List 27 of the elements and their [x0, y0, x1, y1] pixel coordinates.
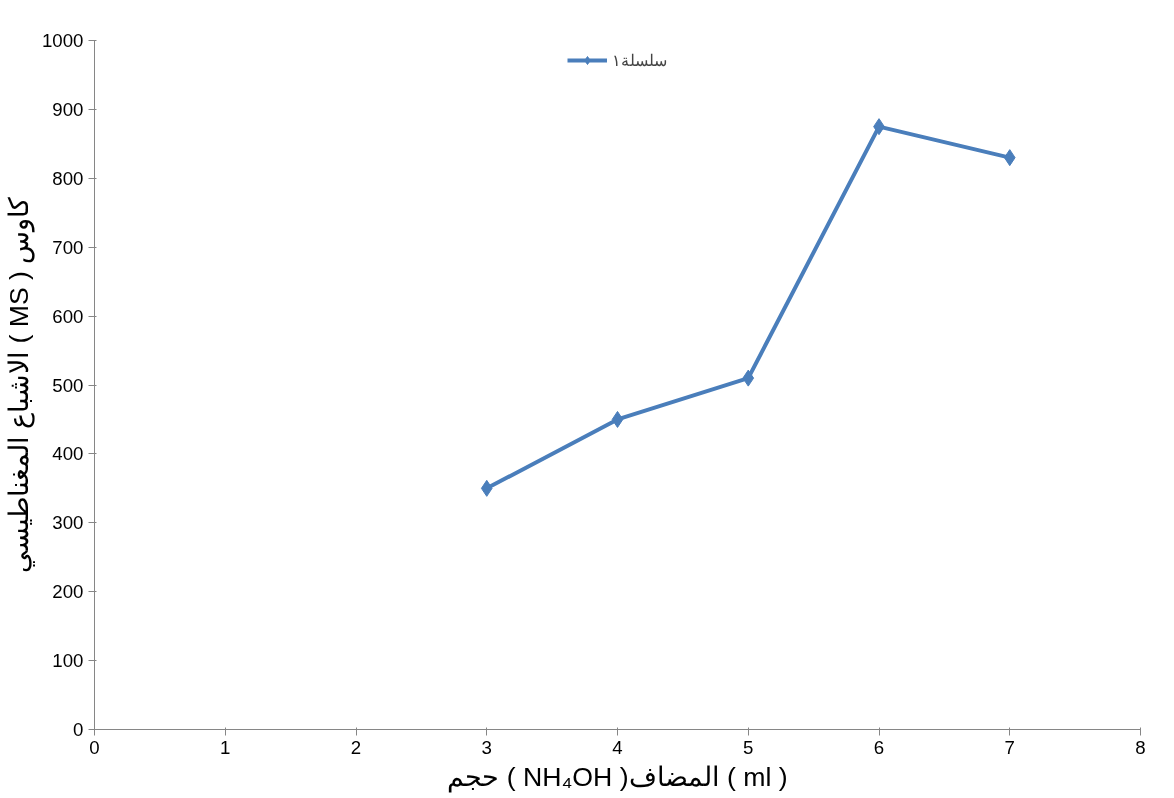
point — [480, 479, 493, 497]
x-tick-label: 5 — [743, 736, 754, 758]
y-tick-label: 100 — [52, 650, 84, 672]
y-tick-label: 800 — [52, 167, 84, 189]
y-tick-label: 600 — [52, 305, 84, 327]
x-tick-label: 6 — [873, 736, 885, 758]
x-tick-label: 1 — [220, 736, 231, 758]
legend-label: سلسلة١ — [612, 50, 667, 70]
y-tick-label: 700 — [52, 236, 84, 258]
point — [1003, 149, 1016, 167]
x-axis-title: حجم ( NH₄OH )المضاف ( ml ) — [447, 761, 788, 793]
x-tick-label: 8 — [1135, 736, 1146, 758]
y-tick-label: 400 — [52, 443, 84, 465]
y-tick-label: 500 — [52, 374, 84, 396]
x-tick-label: 0 — [89, 736, 100, 758]
y-tick-label: 200 — [52, 581, 84, 603]
y-tick-label: 1000 — [42, 30, 84, 51]
x-tick-label: 7 — [1004, 736, 1015, 758]
x-tick-label: 2 — [350, 736, 362, 758]
y-axis-title: الاشباع المغناطيسي ( MS ) كاوس — [4, 196, 35, 574]
point — [611, 410, 624, 428]
point — [742, 369, 755, 387]
x-tick-label: 4 — [612, 736, 623, 758]
x-tick-label: 3 — [481, 736, 492, 758]
y-tick-label: 300 — [52, 512, 84, 534]
y-tick-label: 0 — [73, 719, 84, 740]
y-tick-label: 900 — [52, 98, 84, 120]
